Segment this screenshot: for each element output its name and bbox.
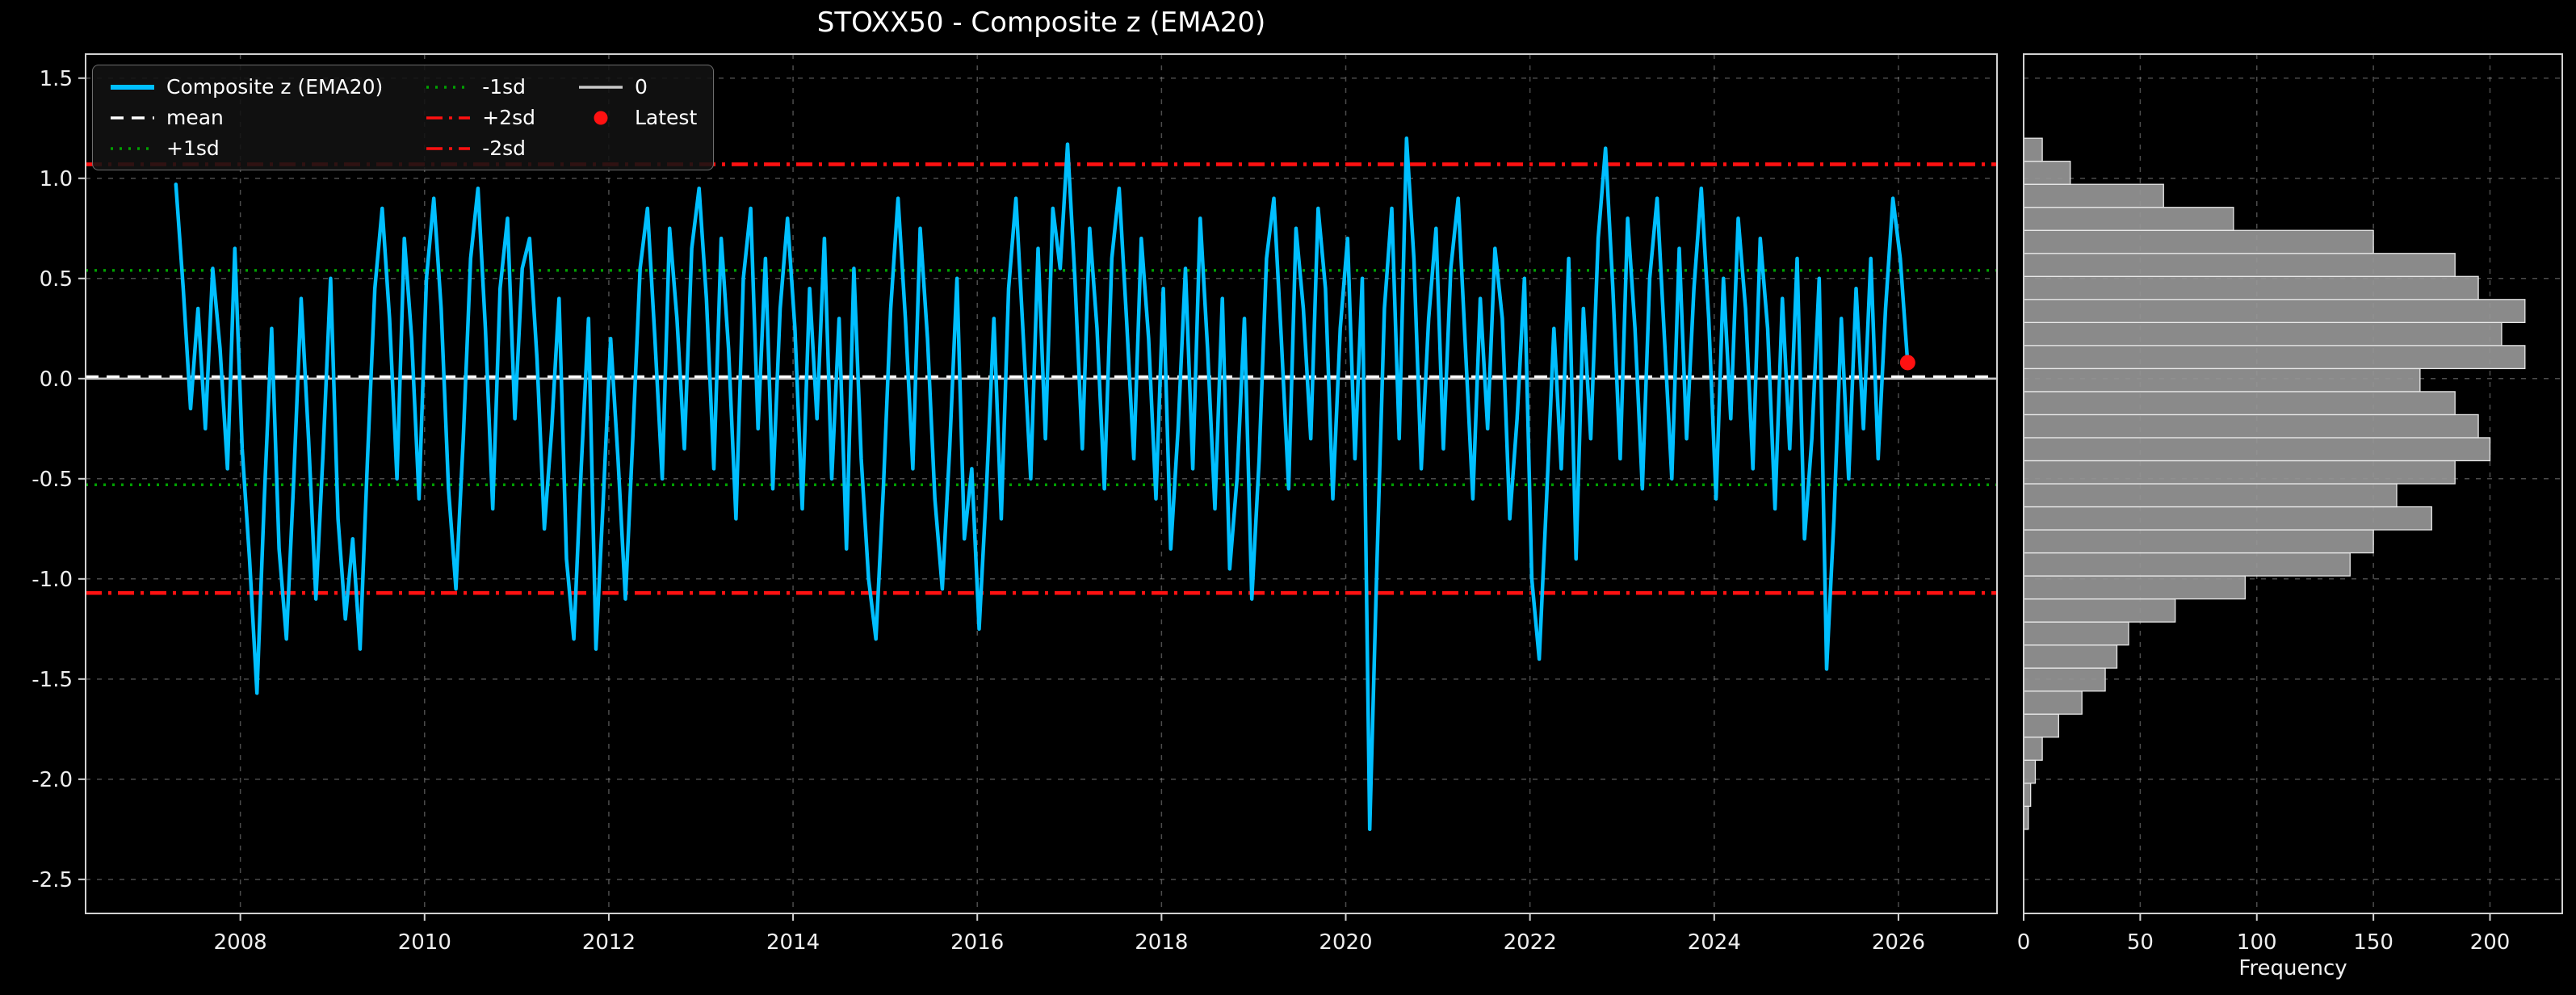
histogram-bar <box>2023 275 2479 300</box>
y-tick-label: 0.5 <box>40 267 73 292</box>
x-tick-label: 2026 <box>1872 930 1925 955</box>
legend-label: Latest <box>634 106 698 129</box>
legend-line-swatch <box>426 146 471 150</box>
histogram-xlabel: Frequency <box>2238 956 2347 980</box>
legend-label: -1sd <box>482 75 527 99</box>
legend-item: +2sd <box>425 106 535 129</box>
y-tick-label: 1.0 <box>40 167 73 191</box>
x-tick-label: 2016 <box>950 930 1004 955</box>
histogram-bar <box>2023 529 2374 554</box>
histogram-bar <box>2023 644 2118 669</box>
y-tick-label: 0.0 <box>40 367 73 392</box>
legend-item: +1sd <box>109 136 383 160</box>
legend-label: 0 <box>634 75 648 99</box>
hist-x-tick-label: 200 <box>2470 930 2511 955</box>
y-tick-label: -2.5 <box>31 868 73 892</box>
x-tick-label: 2020 <box>1319 930 1372 955</box>
x-tick-label: 2012 <box>582 930 636 955</box>
y-tick-label: -2.0 <box>31 768 73 792</box>
x-tick-label: 2024 <box>1688 930 1741 955</box>
histogram-bar <box>2023 575 2246 600</box>
x-tick-label: 2010 <box>398 930 451 955</box>
legend-item: Composite z (EMA20) <box>109 75 383 99</box>
x-tick-label: 2008 <box>214 930 267 955</box>
legend-label: +2sd <box>482 106 535 129</box>
histogram-bar <box>2023 483 2398 508</box>
legend-line-swatch <box>111 146 154 150</box>
hist-x-tick-label: 150 <box>2353 930 2393 955</box>
histogram-bar <box>2023 437 2491 462</box>
legend-line-swatch <box>426 85 471 89</box>
legend-item: -2sd <box>425 136 535 160</box>
histogram-bar <box>2023 137 2043 162</box>
histogram-bar <box>2023 299 2526 323</box>
legend-line-swatch <box>426 115 471 120</box>
legend-label: +1sd <box>166 136 220 160</box>
histogram-axes-frame <box>2023 53 2563 914</box>
histogram-bar <box>2023 229 2374 254</box>
histogram-bar <box>2023 691 2083 715</box>
histogram-bar <box>2023 598 2176 623</box>
histogram-bar <box>2023 759 2037 784</box>
legend-label: mean <box>166 106 224 129</box>
latest-point-marker <box>1899 355 1915 371</box>
histogram-bar <box>2023 621 2129 646</box>
chart-title: STOXX50 - Composite z (EMA20) <box>816 6 1266 39</box>
hist-x-tick-label: 100 <box>2237 930 2277 955</box>
histogram-bar <box>2023 552 2351 577</box>
y-tick-label: -0.5 <box>31 468 73 492</box>
legend-item: 0 <box>577 75 697 99</box>
hist-x-tick-label: 0 <box>2017 930 2031 955</box>
histogram-bar <box>2023 367 2421 393</box>
histogram-bar <box>2023 253 2456 277</box>
legend-item: -1sd <box>425 75 535 99</box>
x-tick-label: 2014 <box>766 930 820 955</box>
legend-label: Composite z (EMA20) <box>166 75 384 99</box>
histogram-bar <box>2023 783 2032 807</box>
histogram-bar <box>2023 345 2526 370</box>
legend-line-swatch <box>111 84 154 90</box>
y-tick-label: -1.0 <box>31 568 73 592</box>
histogram-bar <box>2023 713 2059 738</box>
timeseries-axes-frame <box>85 53 1998 914</box>
legend-label: -2sd <box>482 136 527 160</box>
hist-x-tick-label: 50 <box>2127 930 2154 955</box>
histogram-bar <box>2023 183 2164 208</box>
histogram-bar <box>2023 460 2456 485</box>
legend-line-swatch <box>111 115 154 120</box>
histogram-bar <box>2023 207 2234 231</box>
y-tick-label: -1.5 <box>31 668 73 692</box>
histogram-bar <box>2023 667 2106 692</box>
x-tick-label: 2022 <box>1504 930 1557 955</box>
legend-line-swatch <box>578 85 623 89</box>
histogram-bar <box>2023 391 2456 416</box>
legend-item: mean <box>109 106 383 129</box>
histogram-bar <box>2023 737 2043 761</box>
x-tick-label: 2018 <box>1135 930 1188 955</box>
composite-z-line <box>174 136 1910 832</box>
y-tick-label: 1.5 <box>40 67 73 91</box>
histogram-bar <box>2023 506 2432 531</box>
histogram-bar <box>2023 161 2071 185</box>
legend-item: Latest <box>577 106 697 129</box>
histogram-bar <box>2023 321 2503 346</box>
legend-marker-swatch <box>594 111 608 124</box>
histogram-bar <box>2023 414 2479 439</box>
legend: Composite z (EMA20) mean +1sd -1sd +2sd -2sd 0… <box>92 65 715 170</box>
